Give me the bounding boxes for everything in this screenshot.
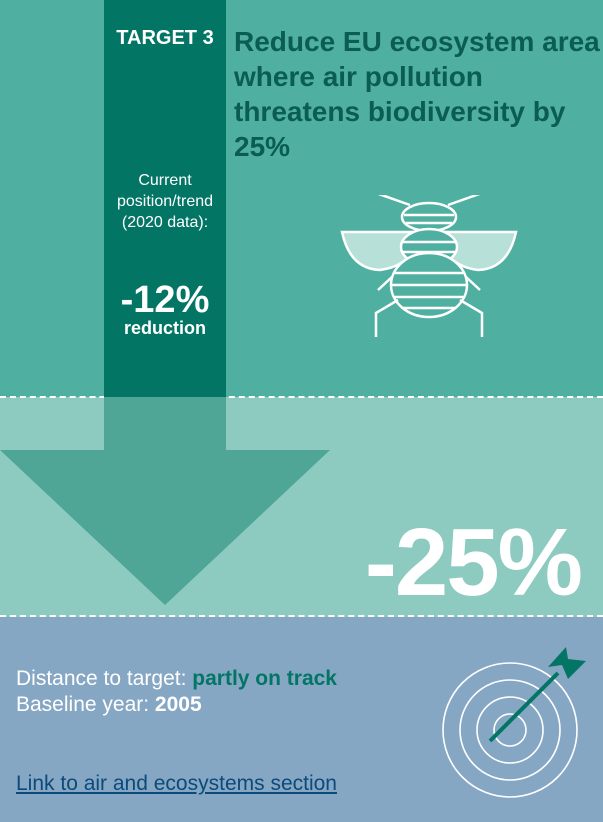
current-line-2: position/trend: [116, 193, 214, 210]
current-value: -12%: [120, 279, 210, 321]
status-panel: [0, 617, 603, 822]
distance-to-target: Distance to target: partly on track: [16, 666, 337, 692]
baseline-year: Baseline year: 2005: [16, 692, 337, 718]
dashed-divider-top: [0, 396, 603, 398]
target-title: Reduce EU ecosystem area where air pollu…: [234, 26, 600, 162]
current-line-3: (2020 data):: [121, 214, 209, 231]
distance-label: Distance to target:: [16, 667, 193, 690]
target-header-panel: [0, 0, 603, 397]
status-text: Distance to target: partly on track Base…: [16, 666, 337, 718]
current-position-label: Current position/trend (2020 data):: [104, 170, 226, 233]
bee-icon: [340, 195, 518, 337]
current-position-column: [104, 0, 226, 397]
dartboard-target-icon: [442, 647, 586, 798]
current-unit: reduction: [123, 318, 206, 338]
distance-value: partly on track: [192, 667, 337, 690]
air-ecosystems-link[interactable]: Link to air and ecosystems section: [16, 772, 337, 795]
dashed-divider-bottom: [0, 615, 603, 617]
target-percentage: -25%: [364, 509, 583, 616]
current-line-1: Current: [138, 172, 192, 189]
baseline-label: Baseline year:: [16, 693, 155, 716]
target-label: TARGET 3: [116, 27, 214, 49]
baseline-value: 2005: [154, 693, 202, 716]
